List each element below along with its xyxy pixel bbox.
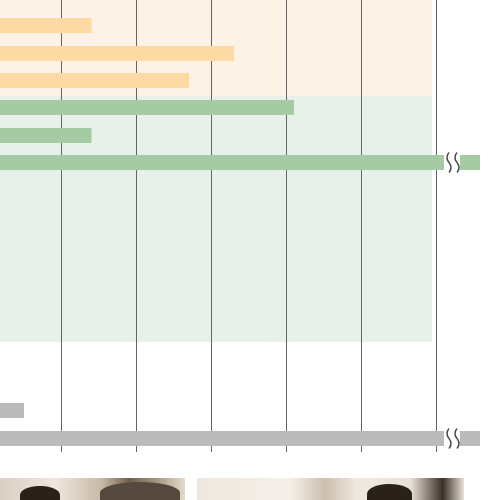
- photo-right: [197, 478, 464, 500]
- photo-left: [0, 478, 185, 500]
- bar-group-1-1: [0, 18, 92, 33]
- axis-break-mark: [446, 428, 452, 449]
- bar-group-2-1: [0, 100, 294, 115]
- bar-group-3-1: [0, 403, 24, 418]
- bar-group-2-2: [0, 128, 92, 143]
- bar-group-3-2: [0, 431, 480, 446]
- axis-break-mark: [446, 152, 452, 173]
- axis-break-mark: [454, 152, 460, 173]
- bar-group-1-3: [0, 73, 189, 88]
- bar-group-1-2: [0, 46, 234, 61]
- axis-break-mark: [454, 428, 460, 449]
- axis-break-gap: [444, 153, 460, 172]
- bar-group-2-3: [0, 155, 480, 170]
- axis-break-gap: [444, 429, 460, 448]
